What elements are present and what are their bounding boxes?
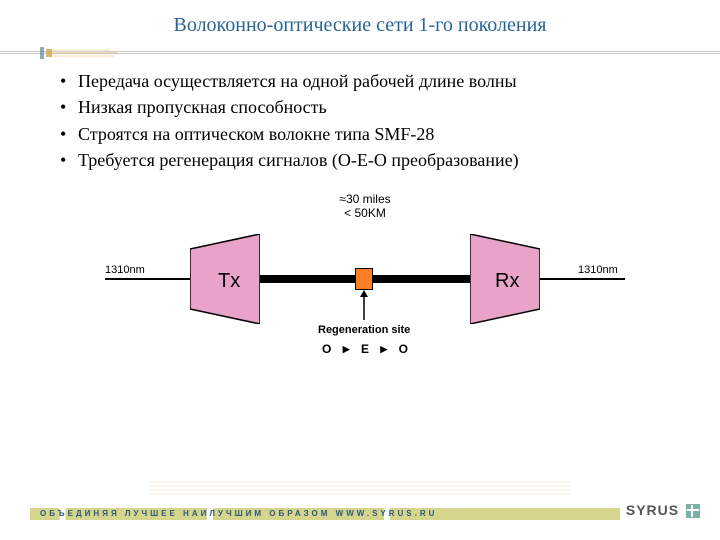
- distance-label-1: ≈30 miles: [325, 192, 405, 206]
- bullet-item: Низкая пропускная способность: [60, 95, 680, 119]
- right-wire: [540, 278, 625, 280]
- logo-text: SYRUS: [626, 502, 679, 518]
- title-decor-icon: [40, 43, 120, 63]
- bullet-item: Строятся на оптическом волокне типа SMF-…: [60, 122, 680, 146]
- background-decor-icon: [150, 478, 570, 498]
- regen-arrow-icon: [359, 290, 371, 322]
- left-wavelength: 1310nm: [105, 264, 145, 276]
- oeo-e: E: [361, 342, 371, 356]
- bullet-item: Передача осуществляется на одной рабочей…: [60, 69, 680, 93]
- logo-icon: [686, 504, 700, 518]
- oeo-label: O ▶ E ▶ O: [322, 342, 410, 356]
- left-wire: [105, 278, 190, 280]
- rx-label: Rx: [495, 270, 519, 293]
- right-wavelength: 1310nm: [578, 264, 618, 276]
- tx-label: Tx: [218, 270, 240, 293]
- oeo-o2: O: [399, 342, 410, 356]
- oeo-o1: O: [322, 342, 333, 356]
- bullet-list: Передача осуществляется на одной рабочей…: [0, 69, 720, 172]
- fiber-diagram: ≈30 miles < 50KM 1310nm Tx Rx 1310nm Reg…: [80, 184, 640, 384]
- footer-text: ОБЪЕДИНЯЯ ЛУЧШЕЕ НАИЛУЧШИМ ОБРАЗОМ WWW.S…: [40, 509, 437, 518]
- slide-title: Волоконно-оптические сети 1-го поколения: [0, 0, 720, 43]
- distance-label-2: < 50KM: [325, 206, 405, 220]
- regeneration-box: [355, 268, 373, 290]
- logo: SYRUS: [626, 502, 700, 518]
- slide-footer: ОБЪЕДИНЯЯ ЛУЧШЕЕ НАИЛУЧШИМ ОБРАЗОМ WWW.S…: [0, 498, 720, 528]
- bullet-item: Требуется регенерация сигналов (O-E-O пр…: [60, 148, 680, 172]
- title-divider: [0, 43, 720, 63]
- regen-label: Regeneration site: [318, 324, 410, 336]
- triangle-icon: ▶: [343, 344, 352, 355]
- triangle-icon: ▶: [380, 344, 389, 355]
